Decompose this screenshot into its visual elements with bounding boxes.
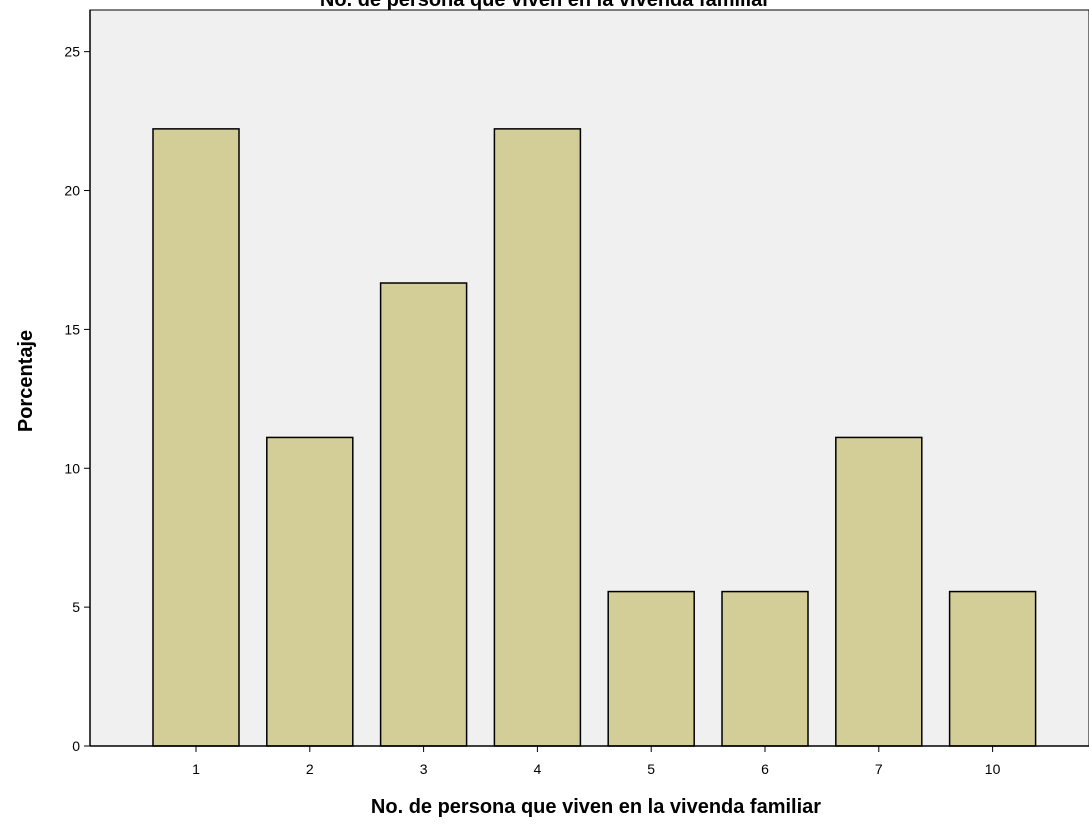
- x-tick-label: 5: [647, 761, 655, 777]
- bar-1: [152, 128, 240, 747]
- bar-5: [607, 590, 695, 747]
- bar-7: [835, 436, 923, 747]
- bar-10: [948, 590, 1037, 747]
- x-tick-label: 1: [192, 761, 200, 777]
- x-tick-label: 10: [985, 761, 1001, 777]
- x-tick-label: 2: [306, 761, 314, 777]
- y-axis-title: Porcentaje: [15, 330, 37, 432]
- x-tick-label: 3: [420, 761, 428, 777]
- y-tick-label: 0: [72, 738, 80, 754]
- bar-4: [493, 128, 582, 747]
- bar-6: [721, 590, 809, 747]
- plot-area: [89, 9, 1089, 747]
- x-tick-label: 4: [534, 761, 542, 777]
- y-tick-label: 20: [64, 183, 80, 199]
- x-tick-label: 6: [761, 761, 769, 777]
- x-tick-label: 7: [875, 761, 883, 777]
- x-axis-title: No. de persona que viven en la vivenda f…: [371, 796, 821, 818]
- y-tick-label: 25: [64, 44, 80, 60]
- bar-3: [379, 282, 468, 747]
- bar-2: [266, 436, 354, 747]
- y-tick-label: 15: [64, 321, 80, 337]
- y-tick-label: 5: [72, 599, 80, 615]
- y-tick-label: 10: [64, 460, 80, 476]
- chart-title: No. de persona que viven en la vivenda f…: [320, 0, 770, 11]
